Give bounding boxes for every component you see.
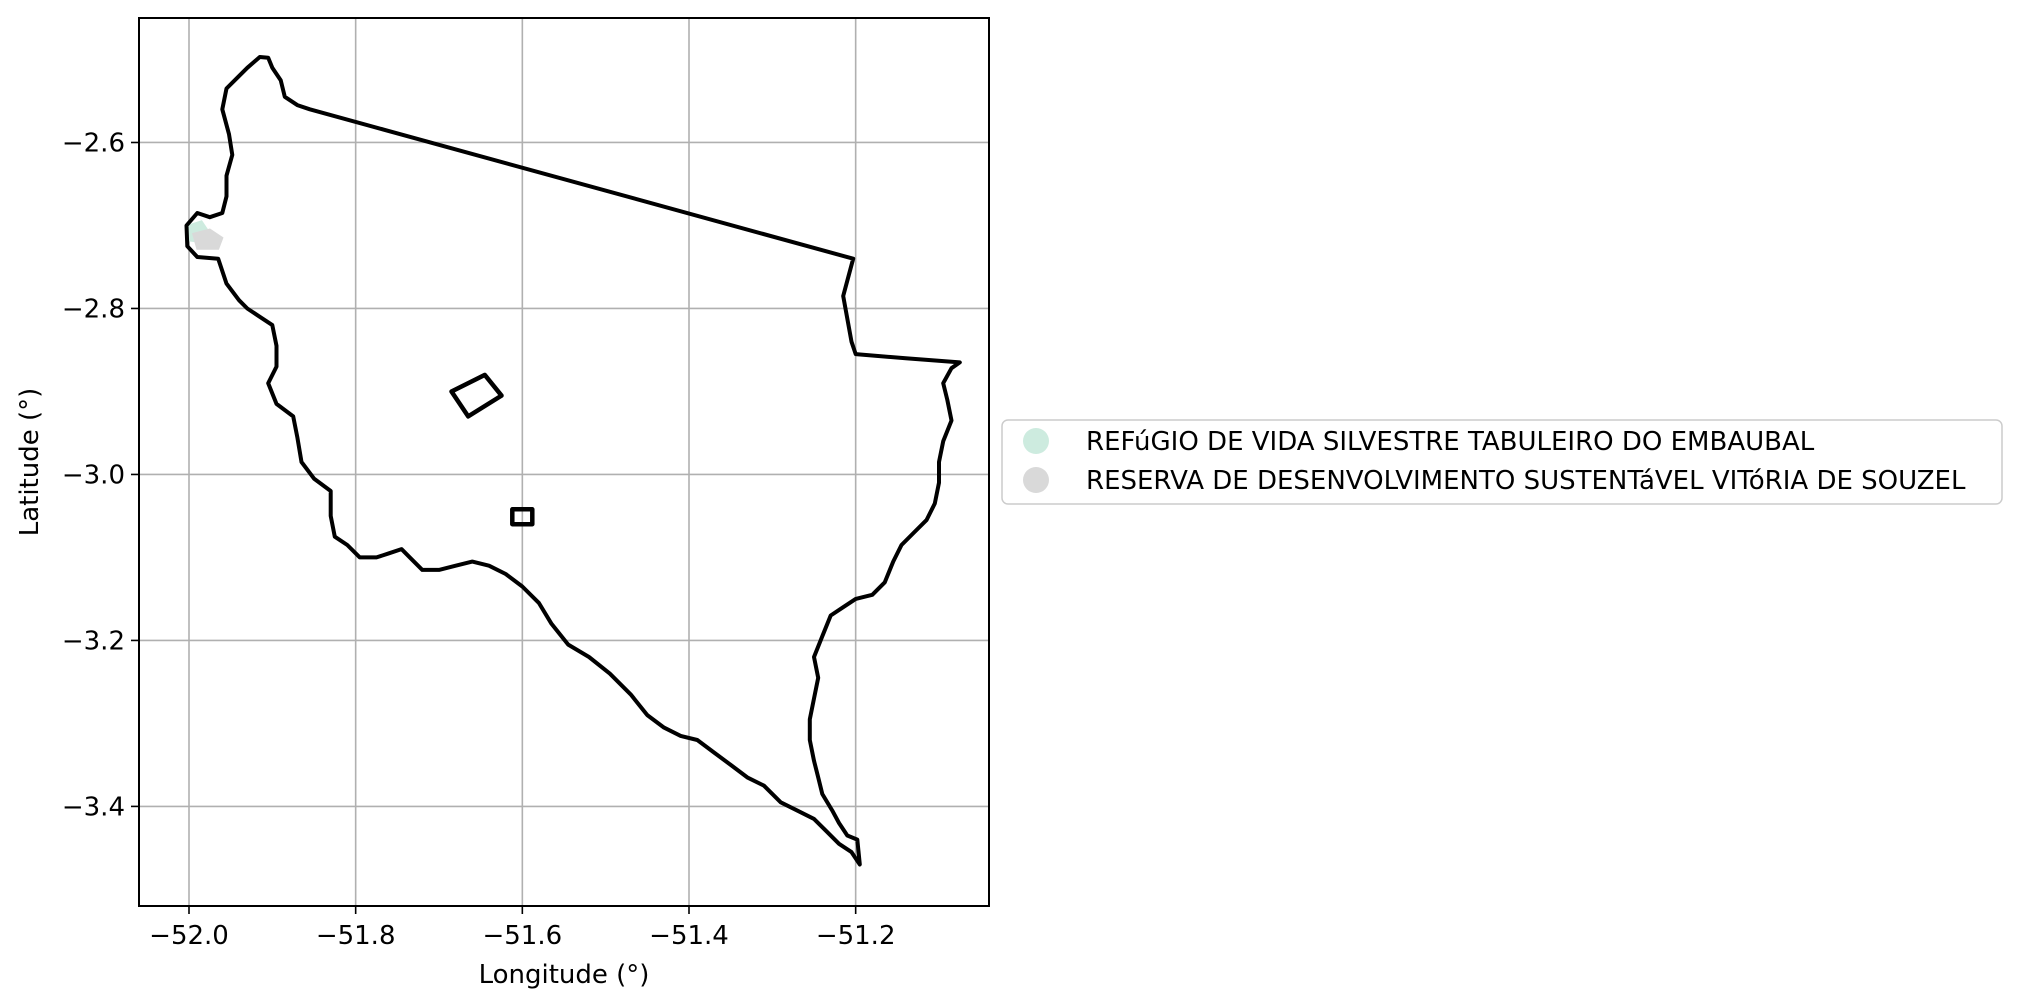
y-tick-label: −2.6 (62, 128, 125, 158)
legend-marker-refugio (1023, 428, 1049, 454)
protected-area-shape (191, 228, 224, 250)
legend-box (1001, 419, 2003, 505)
x-tick-label: −51.6 (482, 921, 562, 951)
inner-polygons (449, 372, 535, 527)
legend-label-reserva: RESERVA DE DESENVOLVIMENTO SUSTENTáVEL V… (1086, 466, 1966, 496)
axis-ticks: −52.0 −51.8 −51.6 −51.4 −51.2 −2.6 −2.8 −3.0 −3.… (62, 128, 896, 951)
plot-frame (138, 17, 990, 907)
inner-polygon-outline (449, 372, 504, 419)
municipality-boundary (184, 55, 962, 867)
x-tick-label: −52.0 (149, 921, 229, 951)
y-tick-label: −3.2 (62, 626, 125, 656)
protected-areas (188, 220, 224, 250)
y-tick-label: −2.8 (62, 294, 125, 324)
x-tick-label: −51.4 (649, 921, 729, 951)
inner-polygon-outline (510, 507, 535, 527)
y-axis-title: Latitude (°) (15, 388, 45, 537)
legend-marker-reserva (1023, 467, 1049, 493)
y-tick-label: −3.4 (62, 792, 125, 822)
x-tick-label: −51.2 (816, 921, 896, 951)
legend: REFúGIO DE VIDA SILVESTRE TABULEIRO DO E… (1001, 419, 2003, 505)
boundary-outline (184, 55, 962, 867)
x-tick-label: −51.8 (316, 921, 396, 951)
y-tick-label: −3.0 (62, 460, 125, 490)
plot-background (139, 18, 989, 906)
x-axis-title: Longitude (°) (479, 960, 650, 990)
legend-label-refugio: REFúGIO DE VIDA SILVESTRE TABULEIRO DO E… (1086, 427, 1815, 457)
